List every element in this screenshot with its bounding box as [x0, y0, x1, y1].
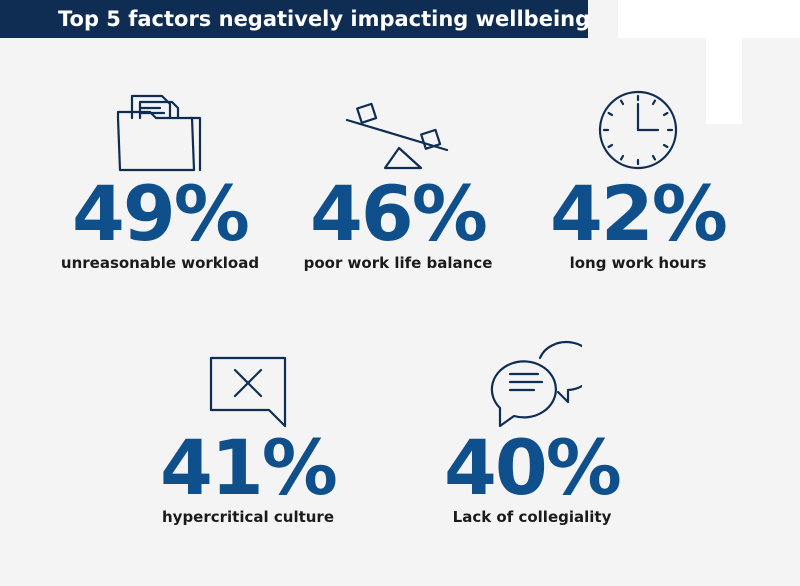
rejected-message-icon — [209, 356, 287, 428]
folder-icon — [116, 94, 202, 172]
clock-icon — [598, 90, 678, 170]
stat-hypercritical-culture: 41% hypercritical culture — [118, 336, 378, 526]
stat-label: Lack of collegiality — [452, 508, 612, 526]
seesaw-balance-icon — [345, 102, 449, 170]
stat-label: long work hours — [569, 254, 707, 272]
stat-long-work-hours: 42% long work hours — [508, 88, 768, 272]
stat-label: hypercritical culture — [161, 508, 335, 526]
stat-value: 40% — [444, 423, 622, 512]
stat-label: poor work life balance — [303, 254, 493, 272]
stat-poor-work-life-balance: 46% poor work life balance — [268, 88, 528, 272]
stat-lack-of-collegiality: 40% Lack of collegiality — [402, 336, 662, 526]
stat-label: unreasonable workload — [60, 254, 260, 272]
chart-title: Top 5 factors negatively impacting wellb… — [0, 0, 590, 38]
stat-value: 41% — [160, 423, 338, 512]
stat-unreasonable-workload: 49% unreasonable workload — [30, 88, 290, 272]
stat-value: 42% — [550, 169, 728, 258]
stat-value: 46% — [310, 169, 488, 258]
stat-value: 49% — [72, 169, 250, 258]
chat-bubbles-icon — [490, 340, 582, 428]
decorative-block — [618, 0, 800, 38]
decorative-block — [706, 38, 742, 124]
